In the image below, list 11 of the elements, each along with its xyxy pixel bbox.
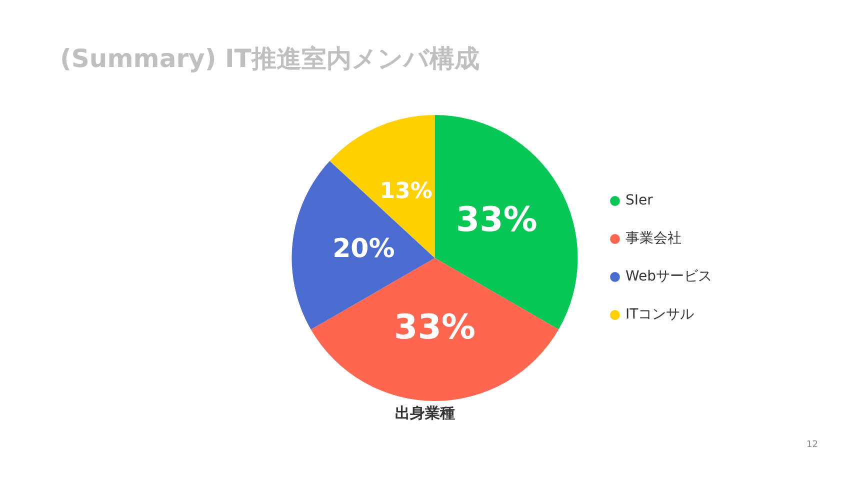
legend-label: ITコンサル — [625, 306, 694, 323]
legend-label: Webサービス — [625, 268, 712, 285]
chart-title: (Summary) IT推進室内メンバ構成 — [60, 43, 480, 75]
data-label: 13% — [380, 179, 432, 204]
text: 出身業種 — [394, 404, 456, 423]
data-label: 33% — [456, 200, 538, 240]
legend-label: SIer — [625, 192, 654, 209]
text: 12 — [806, 440, 818, 450]
data-label: 20% — [332, 234, 395, 264]
data-label: 33% — [394, 307, 476, 348]
legend-label: 事業会社 — [625, 230, 682, 247]
